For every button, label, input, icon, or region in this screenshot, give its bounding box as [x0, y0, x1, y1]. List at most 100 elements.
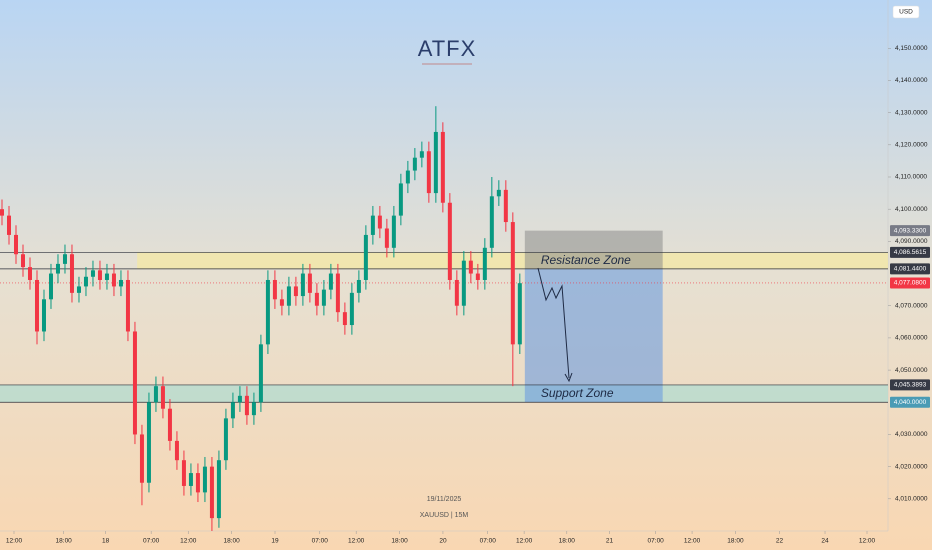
x-tick-label: 18 — [102, 538, 110, 545]
candle-body — [405, 170, 410, 184]
candle-body — [188, 473, 193, 486]
candle-body — [377, 215, 382, 229]
currency-box[interactable] — [892, 5, 920, 19]
zone-label: Support Zone — [541, 386, 614, 400]
candle-body — [398, 183, 403, 216]
candle-body — [461, 260, 466, 306]
candle-body — [132, 331, 137, 435]
candle-body — [104, 273, 109, 280]
x-tick-label: 12:00 — [516, 538, 533, 545]
x-tick-label: 18:00 — [559, 538, 576, 545]
x-tick-label: 12:00 — [180, 538, 197, 545]
candle-body — [244, 395, 249, 416]
candle-body — [356, 279, 361, 293]
candle-body — [496, 189, 501, 197]
candle-body — [181, 460, 186, 486]
candle-body — [482, 247, 487, 280]
y-tick-label: 4,070.0000 — [895, 302, 928, 309]
x-tick-label: 12:00 — [859, 538, 876, 545]
x-tick-label: 18:00 — [223, 538, 240, 545]
candle-body — [349, 292, 354, 326]
price-label: 4,045.3893 — [894, 382, 927, 389]
candles — [0, 106, 522, 531]
candle-body — [97, 270, 102, 280]
candle-body — [517, 283, 522, 345]
candle-body — [216, 460, 221, 519]
stop-area — [524, 230, 663, 269]
candle-body — [279, 299, 284, 306]
price-label-box — [890, 396, 930, 408]
candle-body — [468, 260, 473, 274]
x-tick-label: 18:00 — [391, 538, 408, 545]
candle-body — [55, 263, 60, 274]
candle-body — [335, 273, 340, 313]
candle-body — [20, 254, 25, 268]
x-tick-label: 07:00 — [648, 538, 665, 545]
price-label-box — [890, 263, 930, 275]
candle-body — [160, 386, 165, 409]
candle-body — [139, 434, 144, 483]
x-tick-label: 12:00 — [348, 538, 365, 545]
candle-body — [209, 466, 214, 519]
price-label: 4,093.3300 — [894, 227, 927, 234]
candle-body — [27, 267, 32, 280]
candle-body — [251, 402, 256, 416]
candle-body — [489, 196, 494, 248]
candle-body — [0, 209, 4, 216]
target-area — [524, 268, 663, 403]
candle-body — [440, 131, 445, 203]
candle-body — [83, 276, 88, 287]
y-tick-label: 4,050.0000 — [895, 367, 928, 374]
candle-body — [111, 273, 116, 287]
candle-body — [76, 286, 81, 293]
x-tick-label: 12:00 — [684, 538, 701, 545]
candle-body — [48, 273, 53, 300]
y-tick-label: 4,090.0000 — [895, 238, 928, 245]
x-tick-label: 12:00 — [6, 538, 23, 545]
x-tick-label: 07:00 — [143, 538, 160, 545]
projection-arrow — [537, 267, 570, 379]
x-tick-label: 21 — [606, 538, 614, 545]
candle-body — [202, 466, 207, 493]
candle-body — [258, 344, 263, 403]
y-tick-label: 4,060.0000 — [895, 335, 928, 342]
x-tick-label: 19 — [271, 538, 279, 545]
candle-body — [69, 254, 74, 293]
price-label: 4,086.5615 — [894, 249, 927, 256]
candle-body — [265, 279, 270, 345]
candle-body — [419, 151, 424, 158]
candle-body — [370, 215, 375, 235]
arrow-head — [564, 372, 573, 383]
price-label-box — [890, 225, 930, 237]
candle-body — [412, 157, 417, 171]
labels: USD ATFX 19/11/2025 XAUUSD | 15M 4,150.0… — [6, 5, 930, 545]
price-label-box — [890, 379, 930, 391]
candle-body — [6, 215, 11, 235]
watermark-symbol: XAUUSD | 15M — [420, 512, 469, 519]
candle-body — [314, 292, 319, 306]
candle-body — [62, 254, 67, 264]
candle-body — [125, 279, 130, 332]
y-tick-label: 4,120.0000 — [895, 142, 928, 149]
candle-body — [384, 228, 389, 248]
candle-body — [118, 279, 123, 287]
candle-body — [146, 402, 151, 483]
candle-body — [426, 151, 431, 194]
candle-body — [230, 402, 235, 419]
candle-body — [293, 286, 298, 297]
candle-body — [153, 386, 158, 403]
candle-body — [237, 395, 242, 403]
y-tick-label: 4,110.0000 — [895, 174, 927, 181]
candle-body — [223, 418, 228, 461]
price-label-box — [890, 277, 930, 289]
candle-body — [300, 273, 305, 297]
candle-body — [503, 189, 508, 223]
candle-body — [475, 273, 480, 280]
x-tick-label: 18:00 — [727, 538, 744, 545]
candle-body — [272, 279, 277, 300]
candle-body — [454, 279, 459, 306]
candle-body — [342, 312, 347, 326]
candle-body — [167, 408, 172, 441]
